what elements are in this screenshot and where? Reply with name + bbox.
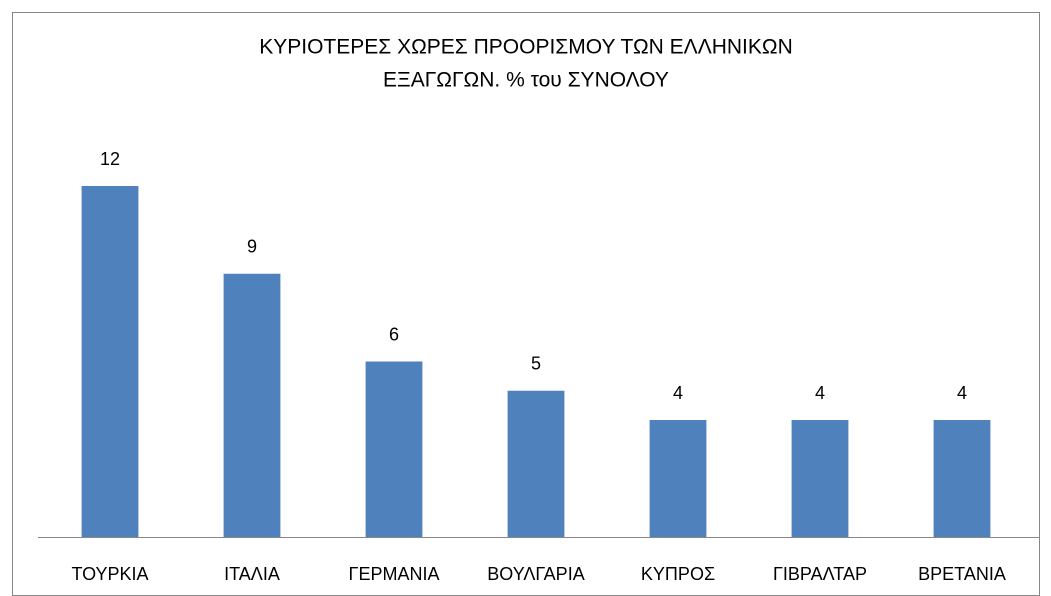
bar <box>649 420 707 537</box>
chart-title: ΚΥΡΙΟΤΕΡΕΣ ΧΩΡΕΣ ΠΡΟΟΡΙΣΜΟΥ ΤΩΝ ΕΛΛΗΝΙΚΩ… <box>259 36 793 59</box>
bar <box>81 186 139 537</box>
data-label: 4 <box>815 383 825 403</box>
x-tick-label: ΒΟΥΛΓΑΡΙΑ <box>487 564 584 584</box>
data-label: 4 <box>957 383 967 403</box>
chart-title: ΕΞΑΓΩΓΩΝ. % του ΣΥΝΟΛΟΥ <box>383 69 669 92</box>
data-label: 12 <box>100 149 120 169</box>
data-label: 4 <box>673 383 683 403</box>
x-tick-label: ΚΥΠΡΟΣ <box>641 564 715 584</box>
bar <box>507 390 565 537</box>
bar <box>223 273 281 537</box>
x-tick-label: ΒΡΕΤΑΝΙΑ <box>918 564 1006 584</box>
data-label: 6 <box>389 324 399 344</box>
bar <box>933 420 991 537</box>
x-tick-label: ΙΤΑΛΙΑ <box>224 564 280 584</box>
bar <box>791 420 849 537</box>
x-tick-label: ΓΙΒΡΑΛΤΑΡ <box>773 564 867 584</box>
x-tick-label: ΤΟΥΡΚΙΑ <box>71 564 148 584</box>
data-label: 9 <box>247 237 257 257</box>
bar <box>365 361 423 537</box>
x-tick-label: ΓΕΡΜΑΝΙΑ <box>349 564 440 584</box>
data-label: 5 <box>531 354 541 374</box>
